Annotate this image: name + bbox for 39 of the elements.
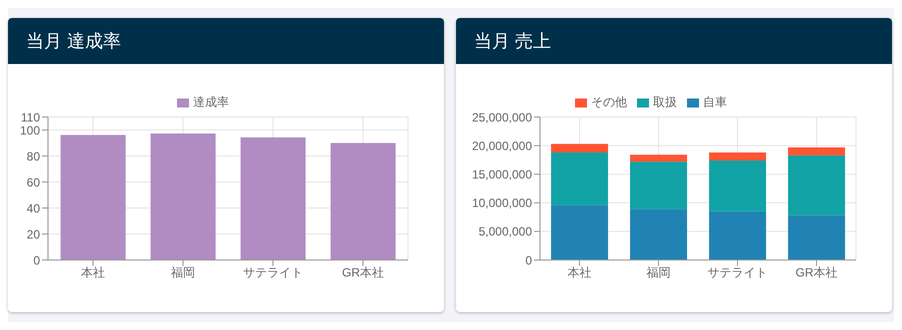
x-tick-label: 福岡 [646, 266, 670, 280]
bar [709, 160, 766, 212]
bar [709, 211, 766, 260]
bar [630, 154, 688, 162]
y-tick-label: 25,000,000 [472, 110, 532, 124]
bar [788, 155, 846, 216]
y-tick-label: 40 [26, 201, 40, 216]
y-tick-label: 15,000,000 [472, 167, 532, 182]
x-tick-label: GR本社 [342, 266, 384, 280]
x-tick-label: サテライト [708, 266, 768, 280]
y-tick-label: 10,000,000 [472, 196, 532, 210]
bar [551, 205, 608, 260]
bar [788, 147, 846, 156]
x-tick-label: GR本社 [796, 266, 838, 280]
legend-label: 達成率 [193, 95, 229, 109]
chart-title: 当月 達成率 [8, 18, 444, 64]
x-tick-label: 本社 [81, 266, 105, 280]
bar [788, 215, 846, 260]
y-tick-label: 0 [525, 253, 532, 268]
bar [551, 144, 608, 152]
y-tick-label: 20 [26, 227, 40, 242]
legend-label: その他 [591, 95, 627, 109]
y-tick-label: 20,000,000 [472, 138, 532, 153]
y-tick-label: 60 [26, 175, 40, 190]
y-tick-label: 110 [20, 110, 40, 124]
x-tick-label: 福岡 [171, 266, 195, 280]
bar [709, 152, 766, 160]
chart-title: 当月 売上 [456, 18, 892, 64]
legend-label: 自車 [703, 95, 727, 109]
y-tick-label: 5,000,000 [478, 224, 532, 239]
x-tick-label: サテライト [243, 266, 303, 280]
bar [630, 209, 688, 260]
y-tick-label: 100 [20, 123, 40, 138]
legend-label: 取扱 [653, 95, 677, 109]
bar [630, 162, 688, 210]
x-tick-label: 本社 [568, 266, 592, 280]
bar [551, 152, 608, 206]
y-tick-label: 0 [33, 253, 40, 268]
y-tick-label: 80 [26, 149, 40, 164]
